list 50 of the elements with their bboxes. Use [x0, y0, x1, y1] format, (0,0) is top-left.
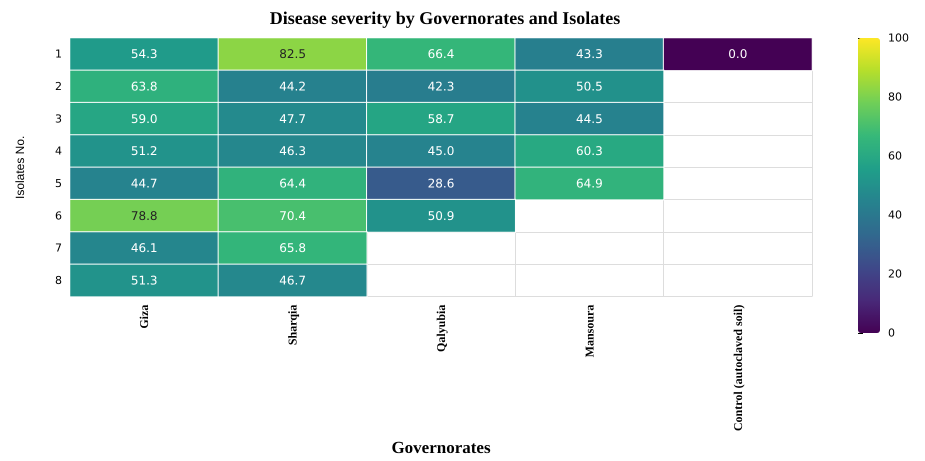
x-tick-label: Giza — [137, 304, 152, 329]
data-label: 60.3 — [576, 144, 603, 158]
data-label: 51.2 — [130, 144, 158, 158]
x-tick-label: Qalyubia — [434, 304, 448, 352]
data-label: 46.1 — [130, 241, 158, 256]
y-tick-label: 5 — [55, 176, 62, 190]
data-label: 59.0 — [130, 112, 158, 126]
y-tick-label: 8 — [55, 274, 62, 287]
data-label: 65.8 — [279, 241, 306, 256]
data-label: 44.7 — [130, 176, 158, 190]
data-label: 46.7 — [279, 273, 306, 288]
y-tick-label: 1 — [55, 48, 62, 61]
color-bar-label: 60 — [888, 150, 902, 162]
color-bar-label: 80 — [888, 90, 902, 104]
y-tick-label: 7 — [55, 242, 62, 255]
data-label: 66.4 — [428, 47, 454, 62]
data-label: 64.9 — [576, 176, 603, 190]
chart-title: Disease severity by Governorates and Isolates — [270, 8, 620, 28]
data-label: 0.0 — [728, 47, 748, 62]
y-axis-title: Isolates No. — [13, 136, 27, 200]
data-label: 63.8 — [130, 80, 158, 94]
color-bar-label: 20 — [888, 268, 902, 280]
color-bar-label: 40 — [888, 208, 902, 222]
data-label: 50.9 — [428, 208, 454, 223]
y-tick-label: 2 — [55, 80, 62, 93]
x-tick-label: Sharqia — [286, 304, 300, 346]
data-label: 42.3 — [428, 80, 454, 94]
data-label: 82.5 — [279, 47, 306, 62]
data-label: 51.3 — [130, 273, 158, 288]
x-tick-label: Mansoura — [582, 304, 596, 358]
y-tick-label: 4 — [55, 144, 62, 158]
color-bar-label: 100 — [888, 32, 909, 44]
data-label: 78.8 — [130, 208, 158, 223]
data-label: 28.6 — [428, 176, 454, 190]
data-label: 44.2 — [279, 80, 306, 94]
y-tick-label: 6 — [55, 209, 62, 222]
y-tick-label: 3 — [55, 112, 62, 126]
data-label: 64.4 — [279, 176, 306, 190]
data-label: 47.7 — [279, 112, 306, 126]
x-axis-title: Governorates — [391, 438, 491, 457]
data-label: 70.4 — [279, 208, 306, 223]
data-label: 45.0 — [428, 144, 454, 158]
data-label: 44.5 — [576, 112, 603, 126]
data-label: 43.3 — [576, 47, 603, 62]
data-label: 46.3 — [279, 144, 306, 158]
x-tick-label: Control (autoclaved soil) — [730, 304, 745, 432]
data-label: 58.7 — [428, 112, 454, 126]
data-label: 54.3 — [130, 47, 158, 62]
data-label: 50.5 — [576, 80, 603, 94]
color-bar-label: 0 — [888, 326, 895, 340]
